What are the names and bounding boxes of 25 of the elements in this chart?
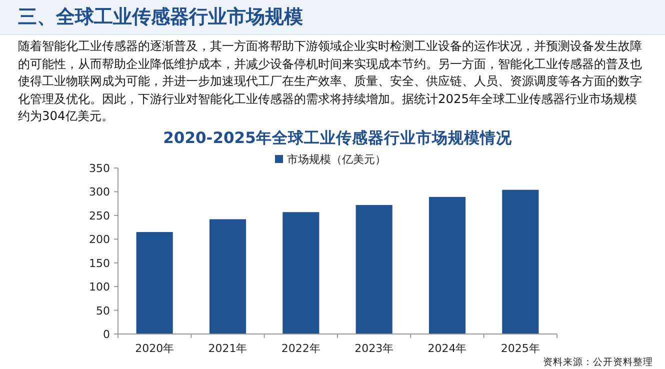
text: 三、全球工业传感器行业市场规模 <box>18 5 303 30</box>
text: 资料来源：公开资料整理 <box>543 356 653 368</box>
y-tick-label: 300 <box>89 186 110 199</box>
text: 随着智能化工业传感器的逐渐普及，其一方面将帮助下游领域企业实时检测工业设备的运作状况，并预测设备发生故障的可能性，从而帮助企业降低维护成本，并减少设备停机时间来实现成本节约。另一方面，智能化工业传感器的普及也使得工业物联网成为可能，并进一步加速现代工厂在生产效率、质量、安全、供应链、人员、资源调度等各方面的数字化管理及优化。因此，下游行业对智能化工业传感器的需求将持续增加。据统计2025年全球工业传感器行业市场规模约为304亿美元。 <box>18 38 643 126</box>
y-tick-label: 50 <box>96 304 110 318</box>
legend-label: 市场规模（亿美元） <box>287 153 386 166</box>
chart-title: 2020-2025年全球工业传感器行业市场规模情况 <box>163 129 513 147</box>
x-tick-label: 2022年 <box>281 342 320 355</box>
x-tick-label: 2025年 <box>500 342 540 355</box>
y-tick-label: 0 <box>103 328 110 341</box>
y-tick-label: 100 <box>89 280 110 294</box>
y-tick-label: 150 <box>89 256 110 270</box>
y-tick-label: 350 <box>89 162 110 175</box>
bar <box>282 212 320 334</box>
bar <box>209 219 246 334</box>
x-tick-label: 2023年 <box>354 342 394 355</box>
bar <box>136 232 173 334</box>
x-tick-label: 2020年 <box>135 342 174 355</box>
bar <box>502 190 539 334</box>
x-tick-label: 2024年 <box>428 342 467 355</box>
bar <box>428 196 466 334</box>
bar <box>356 204 392 334</box>
x-tick-label: 2021年 <box>208 342 248 355</box>
y-tick-label: 200 <box>89 233 110 246</box>
y-tick-label: 250 <box>89 209 110 222</box>
